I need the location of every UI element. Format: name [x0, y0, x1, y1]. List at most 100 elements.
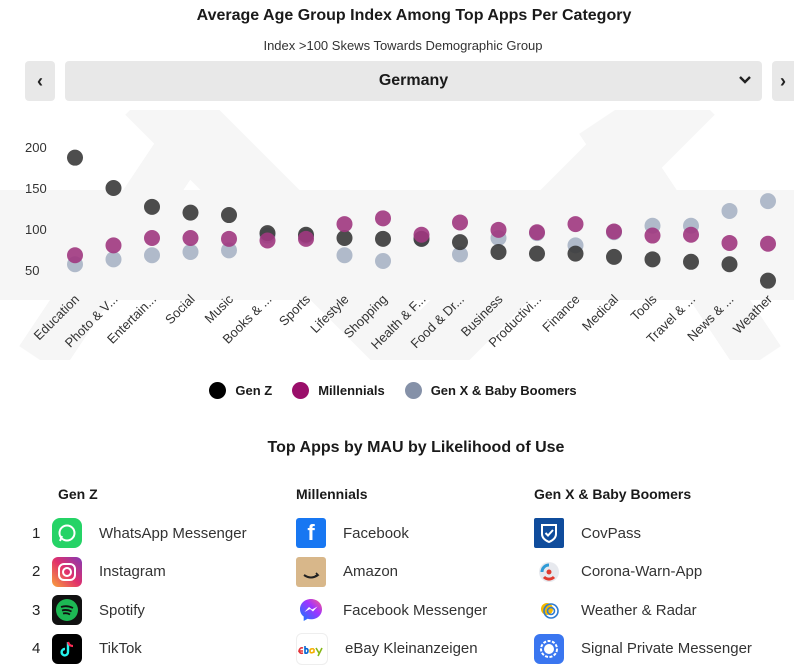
gen-z-point[interactable]	[722, 256, 738, 272]
chevron-left-icon: ‹	[37, 71, 43, 92]
list-item[interactable]: Signal Private Messenger	[534, 630, 752, 668]
millennials-point[interactable]	[722, 235, 738, 251]
millennials-point[interactable]	[337, 216, 353, 232]
gen-z-apps-column: Gen Z 1 WhatsApp Messenger 2 Instagram 3…	[32, 486, 247, 668]
list-item[interactable]: 4 TikTok	[32, 630, 247, 668]
millennials-apps-column: Millennials f Facebook Amazon Facebook M…	[296, 486, 487, 668]
tiktok-icon	[52, 634, 82, 664]
gen-z-point[interactable]	[221, 207, 237, 223]
millennials-point[interactable]	[452, 214, 468, 230]
millennials-point[interactable]	[568, 216, 584, 232]
legend-dot	[405, 382, 422, 399]
app-name: TikTok	[99, 640, 142, 657]
column-heading: Gen X & Baby Boomers	[534, 486, 752, 502]
gen-z-point[interactable]	[106, 180, 122, 196]
legend-label: Gen Z	[235, 383, 272, 398]
app-name: eBay Kleinanzeigen	[345, 640, 478, 657]
legend-item-gen-x[interactable]: Gen X & Baby Boomers	[405, 382, 577, 399]
list-item[interactable]: Facebook Messenger	[296, 591, 487, 630]
gen-z-point[interactable]	[645, 251, 661, 267]
gen-x-point[interactable]	[760, 193, 776, 209]
millennials-point[interactable]	[529, 224, 545, 240]
millennials-point[interactable]	[606, 223, 622, 239]
ebay-icon	[296, 633, 328, 665]
messenger-icon	[296, 595, 326, 625]
app-name: Weather & Radar	[581, 602, 697, 619]
list-item[interactable]: Corona-Warn-App	[534, 553, 752, 592]
legend-label: Gen X & Baby Boomers	[431, 383, 577, 398]
instagram-icon	[52, 557, 82, 587]
gen-z-point[interactable]	[375, 231, 391, 247]
amazon-icon	[296, 557, 326, 587]
app-name: Spotify	[99, 602, 145, 619]
chevron-right-icon: ›	[780, 71, 786, 92]
gen-z-point[interactable]	[529, 246, 545, 262]
millennials-point[interactable]	[183, 230, 199, 246]
gen-x-point[interactable]	[722, 203, 738, 219]
legend-item-gen-z[interactable]: Gen Z	[209, 382, 272, 399]
app-name: CovPass	[581, 525, 641, 542]
gen-z-point[interactable]	[683, 254, 699, 270]
rank-number: 2	[32, 563, 52, 580]
app-name: Corona-Warn-App	[581, 563, 702, 580]
gen-z-point[interactable]	[452, 234, 468, 250]
top-apps-title: Top Apps by MAU by Likelihood of Use	[0, 439, 794, 457]
covpass-icon	[534, 518, 564, 548]
gen-z-point[interactable]	[606, 249, 622, 265]
legend-dot	[209, 382, 226, 399]
list-item[interactable]: f Facebook	[296, 514, 487, 553]
gen-z-point[interactable]	[568, 246, 584, 262]
list-item[interactable]: 2 Instagram	[32, 553, 247, 592]
millennials-point[interactable]	[67, 247, 83, 263]
millennials-point[interactable]	[375, 210, 391, 226]
gen-x-point[interactable]	[144, 247, 160, 263]
column-heading: Gen Z	[58, 486, 247, 502]
list-item[interactable]: Amazon	[296, 553, 487, 592]
gen-z-point[interactable]	[491, 244, 507, 260]
gen-x-point[interactable]	[183, 244, 199, 260]
chart-title: Average Age Group Index Among Top Apps P…	[0, 7, 794, 25]
millennials-point[interactable]	[144, 230, 160, 246]
app-name: Instagram	[99, 563, 166, 580]
legend-item-millennials[interactable]: Millennials	[292, 382, 384, 399]
list-item[interactable]: Weather & Radar	[534, 591, 752, 630]
rank-number: 3	[32, 602, 52, 619]
millennials-point[interactable]	[260, 232, 276, 248]
chevron-down-icon	[738, 69, 752, 94]
gen-z-point[interactable]	[144, 199, 160, 215]
gen-z-point[interactable]	[760, 273, 776, 289]
list-item[interactable]: CovPass	[534, 514, 752, 553]
gen-z-point[interactable]	[183, 205, 199, 221]
millennials-point[interactable]	[683, 227, 699, 243]
country-select[interactable]: Germany	[65, 61, 762, 101]
country-select-value: Germany	[65, 72, 762, 90]
app-name: Signal Private Messenger	[581, 640, 752, 657]
millennials-point[interactable]	[106, 237, 122, 253]
gen-x-point[interactable]	[337, 247, 353, 263]
legend-label: Millennials	[318, 383, 384, 398]
rank-number: 1	[32, 525, 52, 542]
millennials-point[interactable]	[221, 231, 237, 247]
gen-x-point[interactable]	[106, 251, 122, 267]
list-item[interactable]: eBay Kleinanzeigen	[296, 630, 487, 668]
column-heading: Millennials	[296, 486, 487, 502]
app-name: Amazon	[343, 563, 398, 580]
millennials-point[interactable]	[414, 227, 430, 243]
millennials-point[interactable]	[760, 236, 776, 252]
millennials-point[interactable]	[298, 231, 314, 247]
list-item[interactable]: 3 Spotify	[32, 591, 247, 630]
spotify-icon	[52, 595, 82, 625]
previous-country-button[interactable]: ‹	[25, 61, 55, 101]
gen-x-point[interactable]	[375, 253, 391, 269]
list-item[interactable]: 1 WhatsApp Messenger	[32, 514, 247, 553]
next-country-button[interactable]: ›	[772, 61, 794, 101]
rank-number: 4	[32, 640, 52, 657]
gen-z-point[interactable]	[337, 230, 353, 246]
millennials-point[interactable]	[491, 222, 507, 238]
signal-icon	[534, 634, 564, 664]
gen-z-point[interactable]	[67, 150, 83, 166]
chart-legend: Gen Z Millennials Gen X & Baby Boomers	[0, 382, 794, 399]
millennials-point[interactable]	[645, 228, 661, 244]
app-name: WhatsApp Messenger	[99, 525, 247, 542]
